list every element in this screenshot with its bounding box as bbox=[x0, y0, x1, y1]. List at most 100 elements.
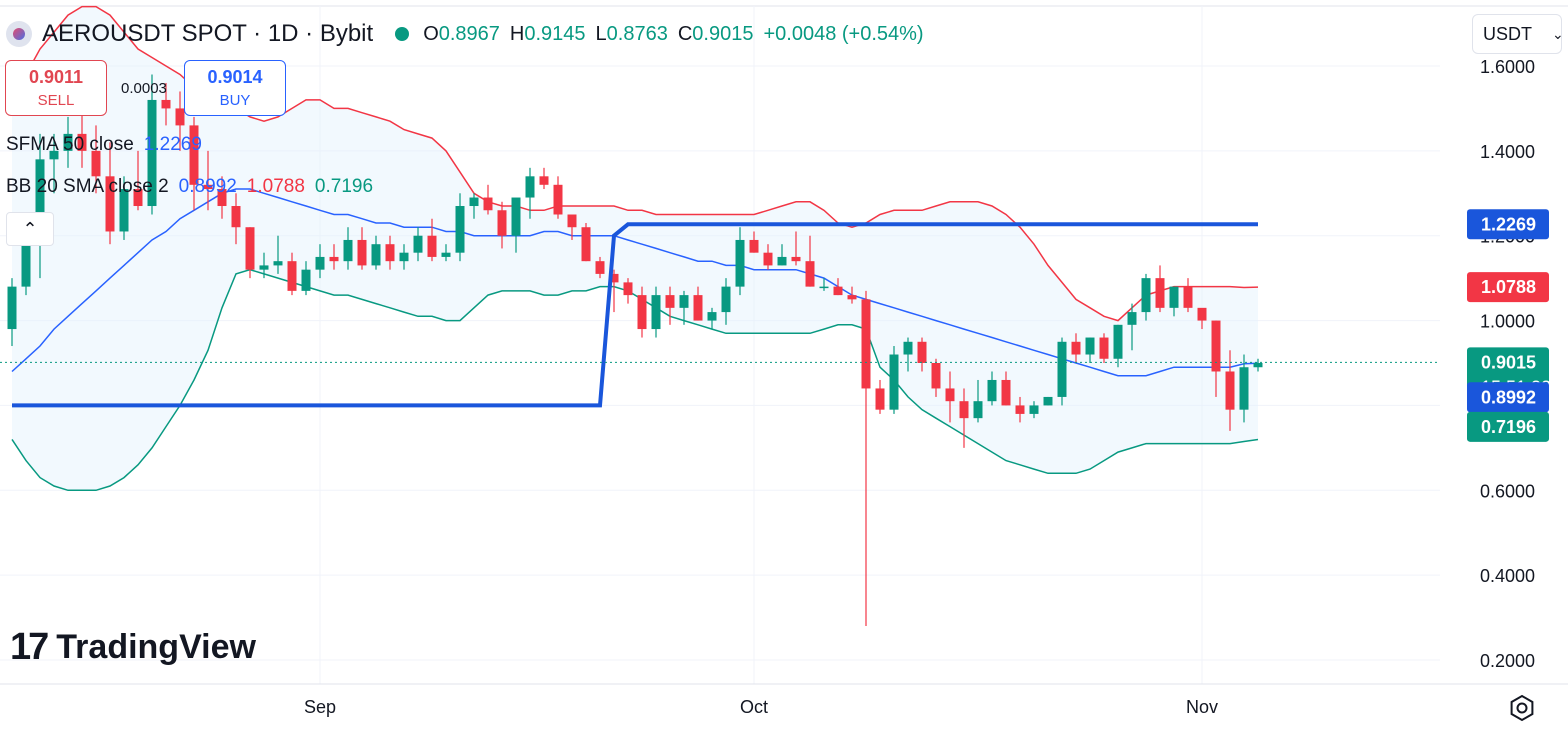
candle-body bbox=[1169, 286, 1179, 308]
candle-body bbox=[371, 244, 381, 266]
candle bbox=[763, 244, 773, 270]
candle-body bbox=[595, 261, 605, 274]
candle bbox=[231, 193, 241, 245]
candle bbox=[35, 133, 45, 279]
ohlc-item: L0.8763 bbox=[596, 23, 668, 46]
collapse-legend-button[interactable]: ⌃ bbox=[6, 212, 54, 246]
candle-body bbox=[511, 197, 521, 236]
candle-body bbox=[987, 379, 997, 402]
candle bbox=[973, 379, 983, 423]
candle bbox=[1113, 324, 1123, 368]
candle bbox=[105, 142, 115, 245]
chevron-up-icon: ⌃ bbox=[22, 219, 38, 239]
candle bbox=[1085, 337, 1095, 363]
price-tick-label: 0.6000 bbox=[1480, 481, 1535, 501]
candle-body bbox=[1099, 337, 1109, 359]
candle bbox=[483, 184, 493, 215]
sell-button[interactable]: 0.9011 SELL bbox=[5, 60, 107, 116]
candle bbox=[1141, 273, 1151, 321]
candle bbox=[637, 286, 647, 338]
sfma-legend[interactable]: SFMA 50 close 1.2269 bbox=[6, 134, 212, 156]
candle-body bbox=[847, 295, 857, 300]
ohlc-item: O0.8967 bbox=[423, 23, 500, 46]
candle-body bbox=[77, 133, 87, 151]
candle bbox=[861, 290, 871, 627]
candle-body bbox=[917, 341, 927, 363]
candle bbox=[1183, 278, 1193, 313]
candle-body bbox=[497, 210, 507, 236]
price-tick-label: 1.0000 bbox=[1480, 312, 1535, 332]
candle bbox=[833, 278, 843, 296]
candle bbox=[175, 91, 185, 151]
ohlc-key: O bbox=[423, 22, 439, 45]
chevron-down-icon: ⌄ bbox=[1552, 25, 1564, 42]
bollinger-lower-line bbox=[11, 268, 1259, 492]
candle bbox=[987, 371, 997, 406]
candle-body bbox=[973, 401, 983, 419]
candle-body bbox=[1197, 307, 1207, 321]
candle-body bbox=[763, 252, 773, 266]
candle bbox=[581, 222, 591, 262]
candle bbox=[665, 286, 675, 325]
currency-value: USDT bbox=[1483, 23, 1532, 44]
candle-body bbox=[1113, 324, 1123, 359]
gear-icon[interactable] bbox=[1508, 694, 1536, 722]
candle-body bbox=[861, 299, 871, 389]
candle bbox=[679, 290, 689, 325]
candle-body bbox=[1155, 278, 1165, 308]
symbol-header: AEROUSDT SPOT · 1D · Bybit O0.8967 H0.914… bbox=[0, 14, 924, 54]
candle-body bbox=[539, 176, 549, 185]
candle-body bbox=[1183, 286, 1193, 308]
candle-body bbox=[315, 256, 325, 270]
candle-body bbox=[49, 150, 59, 160]
candle bbox=[455, 193, 465, 262]
upper-band-badge-bg bbox=[1467, 272, 1549, 303]
basis-badge-bg bbox=[1467, 382, 1549, 413]
candle bbox=[147, 74, 157, 215]
candle-body bbox=[1211, 320, 1221, 372]
candle bbox=[357, 227, 367, 270]
tradingview-logo[interactable]: 17 TradingView bbox=[10, 626, 256, 669]
candle bbox=[1225, 350, 1235, 431]
candle-body bbox=[889, 354, 899, 410]
time-axis[interactable]: Sep Oct Nov bbox=[304, 697, 1218, 717]
candle bbox=[441, 244, 451, 262]
candle-body bbox=[1001, 379, 1011, 406]
candle-body bbox=[1239, 367, 1249, 410]
candle-body bbox=[1141, 278, 1151, 313]
candle bbox=[497, 201, 507, 249]
last-price-badge: 0.9015 bbox=[1481, 352, 1536, 372]
candle bbox=[301, 261, 311, 296]
candles bbox=[7, 74, 1263, 627]
candle-body bbox=[1029, 405, 1039, 414]
candle bbox=[469, 193, 479, 219]
symbol-title[interactable]: AEROUSDT SPOT · 1D · Bybit bbox=[42, 20, 374, 47]
ohlc-value: 0.9145 bbox=[524, 22, 586, 45]
candle-body bbox=[1043, 396, 1053, 406]
candle-body bbox=[679, 295, 689, 308]
candle bbox=[259, 252, 269, 279]
candle-body bbox=[1127, 312, 1137, 325]
ohlc-key: L bbox=[595, 22, 607, 45]
candle-body bbox=[931, 363, 941, 389]
candle bbox=[203, 150, 213, 211]
candle-body bbox=[1225, 371, 1235, 410]
candle bbox=[1071, 333, 1081, 363]
candle-body bbox=[35, 159, 45, 245]
time-tick-label: Nov bbox=[1186, 697, 1218, 717]
candle bbox=[553, 176, 563, 219]
basis-badge: 0.8992 bbox=[1481, 387, 1536, 407]
ohlc-key: H bbox=[509, 22, 525, 45]
currency-select[interactable]: USDT ⌄ bbox=[1472, 14, 1564, 54]
bb-legend[interactable]: BB 20 SMA close 2 0.8992 1.0788 0.7196 bbox=[6, 176, 383, 198]
candle-body bbox=[693, 295, 703, 321]
candle bbox=[1127, 303, 1137, 351]
candle-body bbox=[805, 261, 815, 287]
candle-body bbox=[525, 176, 535, 198]
buy-button[interactable]: 0.9014 BUY bbox=[184, 60, 286, 116]
candle-body bbox=[343, 239, 353, 262]
candle-body bbox=[91, 150, 101, 177]
candle bbox=[343, 227, 353, 270]
